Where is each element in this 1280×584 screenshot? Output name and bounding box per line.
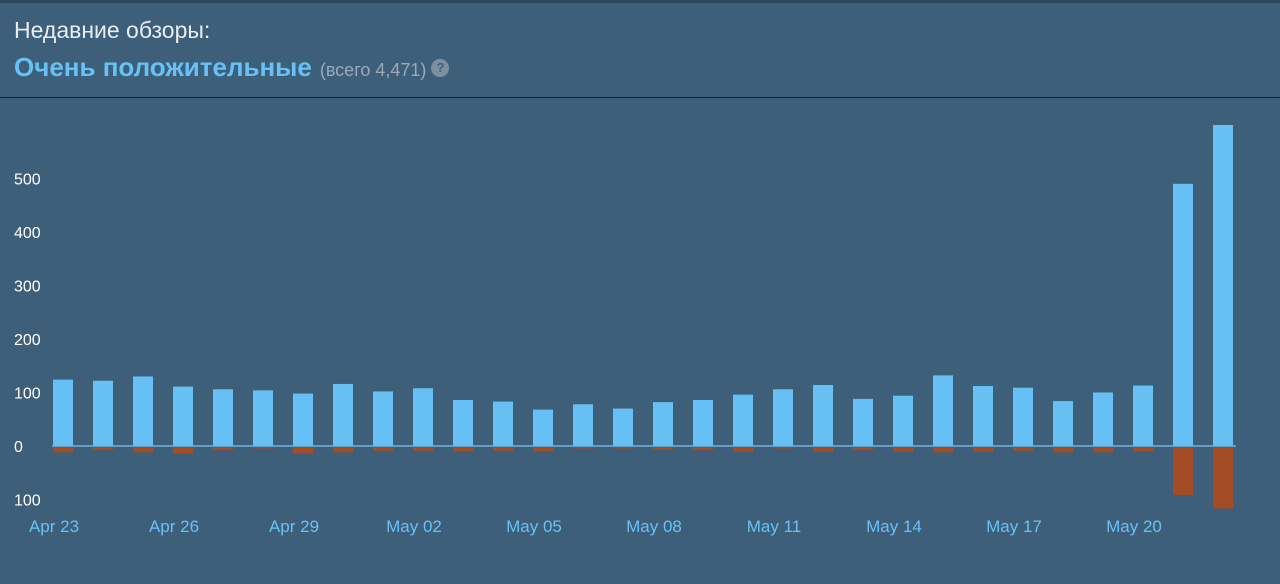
positive-bar: [1173, 183, 1193, 446]
negative-bar: [653, 447, 673, 450]
negative-bar: [1093, 447, 1113, 453]
negative-bar: [93, 447, 113, 451]
positive-bar: [1133, 385, 1153, 446]
negative-bar: [1213, 447, 1233, 509]
negative-bar: [213, 447, 233, 451]
positive-bar: [613, 408, 633, 446]
negative-bar: [173, 447, 193, 454]
y-tick-label: 500: [14, 172, 41, 189]
positive-bar: [213, 389, 233, 446]
negative-bar: [1053, 447, 1073, 453]
positive-bar: [93, 380, 113, 446]
negative-bar: [1013, 447, 1033, 451]
negative-bar: [293, 447, 313, 454]
negative-bar: [53, 447, 73, 453]
x-tick-label: Apr 26: [149, 517, 199, 536]
negative-bar: [613, 447, 633, 449]
y-tick-label: 100: [14, 386, 41, 403]
negative-bar: [453, 447, 473, 452]
recent-reviews-label: Недавние обзоры:: [14, 17, 211, 43]
positive-bar: [973, 386, 993, 446]
negative-bar: [413, 447, 433, 451]
y-tick-label: 300: [14, 279, 41, 296]
positive-bar: [373, 391, 393, 446]
negative-bar: [533, 447, 553, 452]
x-tick-label: May 05: [506, 517, 562, 536]
x-tick-label: May 14: [866, 517, 922, 536]
positive-bar: [493, 401, 513, 446]
negative-bar: [133, 447, 153, 453]
x-tick-label: Apr 29: [269, 517, 319, 536]
negative-bar: [1133, 447, 1153, 452]
question-mark-icon[interactable]: ?: [431, 59, 450, 77]
y-tick-label: 0: [14, 439, 23, 456]
positive-bar: [133, 376, 153, 446]
positive-bar: [933, 375, 953, 446]
x-tick-label: May 08: [626, 517, 682, 536]
negative-bar: [973, 447, 993, 452]
rating-row: Очень положительные (всего 4,471) ?: [14, 52, 450, 83]
recent-reviews-header: Недавние обзоры: Очень положительные (вс…: [14, 16, 450, 83]
positive-bar: [53, 379, 73, 446]
header-divider: [0, 97, 1280, 98]
negative-bar: [373, 447, 393, 451]
positive-bar: [453, 399, 473, 446]
negative-bar: [813, 447, 833, 452]
negative-bar: [893, 447, 913, 452]
negative-bar: [693, 447, 713, 451]
top-border: [0, 0, 1280, 3]
positive-bar: [533, 409, 553, 446]
x-tick-label: May 02: [386, 517, 442, 536]
positive-bar: [853, 398, 873, 446]
positive-bar: [253, 390, 273, 446]
negative-bar: [573, 447, 593, 449]
y-tick-label: 100: [14, 493, 41, 510]
positive-bar: [653, 402, 673, 446]
positive-bar: [893, 395, 913, 446]
negative-bar: [253, 447, 273, 449]
x-tick-label: Apr 23: [29, 517, 79, 536]
y-tick-label: 200: [14, 332, 41, 349]
negative-bar: [493, 447, 513, 451]
positive-bar: [413, 388, 433, 446]
x-tick-label: May 11: [747, 517, 802, 536]
negative-bar: [773, 447, 793, 449]
negative-bar: [733, 447, 753, 452]
positive-bar: [573, 404, 593, 446]
positive-bar: [1093, 392, 1113, 446]
positive-bar: [693, 399, 713, 446]
positive-bar: [813, 385, 833, 446]
x-tick-label: May 17: [986, 517, 1042, 536]
negative-bar: [1173, 447, 1193, 496]
review-count: (всего 4,471): [319, 60, 427, 80]
positive-bar: [1213, 125, 1233, 446]
negative-bar: [933, 447, 953, 453]
negative-bar: [853, 447, 873, 451]
positive-bar: [173, 386, 193, 446]
positive-bar: [733, 394, 753, 446]
positive-bar: [1053, 401, 1073, 446]
positive-bar: [333, 383, 353, 446]
review-histogram-chart: 500 400 300 200 100 0 100 Apr 23 Apr 26 Apr 29 May…: [14, 125, 1236, 536]
x-tick-label: May 20: [1106, 517, 1162, 536]
y-tick-label: 400: [14, 225, 41, 242]
positive-bar: [1013, 387, 1033, 446]
negative-bar: [333, 447, 353, 453]
positive-bar: [773, 389, 793, 446]
rating-summary[interactable]: Очень положительные: [14, 52, 312, 82]
positive-bar: [293, 393, 313, 446]
